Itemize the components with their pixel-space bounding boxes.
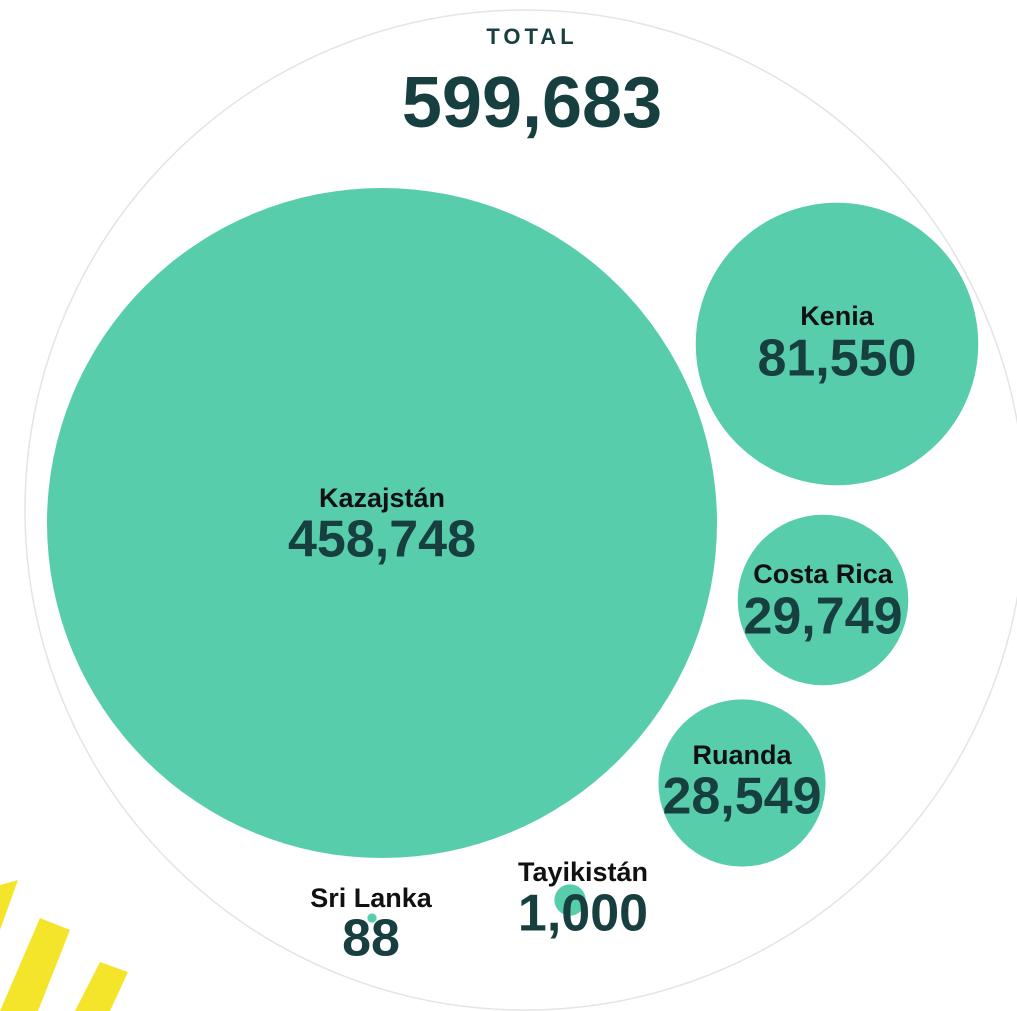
bubble-value: 81,550 bbox=[757, 330, 916, 388]
bubble bbox=[737, 514, 909, 686]
bubble-name: Sri Lanka bbox=[310, 883, 433, 913]
bubble-name: Kenia bbox=[800, 301, 875, 331]
stripe bbox=[0, 880, 18, 930]
bubble-name: Kazajstán bbox=[319, 483, 445, 513]
bubble bbox=[367, 913, 377, 923]
total-value: 599,683 bbox=[402, 63, 662, 143]
total-title: TOTAL bbox=[486, 24, 577, 49]
bubble-name: Costa Rica bbox=[753, 559, 894, 589]
bubble bbox=[658, 699, 826, 867]
bubble-value: 1,000 bbox=[518, 885, 648, 943]
bubble bbox=[695, 202, 979, 486]
stripe bbox=[0, 918, 70, 1011]
bubble-value: 29,749 bbox=[743, 588, 902, 646]
total-circle bbox=[24, 9, 1017, 1011]
bubble-name: Tayikistán bbox=[518, 857, 648, 887]
bubble-value: 88 bbox=[342, 910, 400, 968]
bubble bbox=[47, 188, 717, 858]
bubble-value: 458,748 bbox=[288, 511, 476, 569]
bubble bbox=[554, 884, 586, 916]
bubble-value: 28,549 bbox=[662, 768, 821, 826]
stripe bbox=[75, 962, 128, 1011]
bubble-name: Ruanda bbox=[692, 740, 792, 770]
